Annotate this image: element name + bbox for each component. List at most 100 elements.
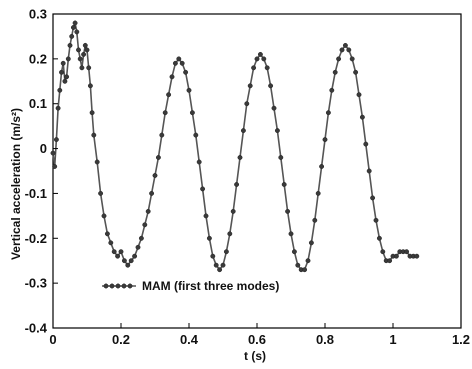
y-axis-title: Vertical acceleration (m/s²) xyxy=(9,108,23,260)
data-point xyxy=(65,56,71,62)
data-point xyxy=(172,60,178,66)
data-point xyxy=(111,249,117,255)
x-tick-label: 0.2 xyxy=(112,332,130,347)
data-point xyxy=(227,231,233,237)
data-point xyxy=(220,262,226,268)
data-point xyxy=(79,65,85,71)
data-point xyxy=(196,159,202,165)
data-point xyxy=(346,47,352,53)
legend-marker xyxy=(109,283,115,289)
data-point xyxy=(308,240,314,246)
data-point xyxy=(210,253,216,259)
data-point xyxy=(274,128,280,134)
data-point xyxy=(342,42,348,48)
data-point xyxy=(254,56,260,62)
data-point xyxy=(217,267,223,273)
plot-area xyxy=(52,13,462,329)
y-tick-label: -0.1 xyxy=(25,186,47,201)
x-axis-title: t (s) xyxy=(244,349,266,363)
data-point xyxy=(237,155,243,160)
legend: MAM (first three modes) xyxy=(102,279,279,293)
data-point xyxy=(176,56,182,62)
data-point xyxy=(149,190,155,196)
data-point xyxy=(67,42,73,48)
data-point xyxy=(359,114,365,120)
data-point xyxy=(152,173,158,178)
data-point xyxy=(193,132,199,138)
data-point xyxy=(179,60,185,66)
data-point xyxy=(332,69,338,75)
x-tick-label: 0.6 xyxy=(248,332,266,347)
data-point xyxy=(50,150,56,156)
data-point xyxy=(278,155,284,160)
data-point xyxy=(288,231,294,237)
data-point xyxy=(118,249,124,255)
data-point xyxy=(91,132,97,138)
data-point xyxy=(380,249,386,255)
data-point xyxy=(81,51,87,57)
data-point xyxy=(200,186,206,192)
data-point xyxy=(295,262,301,268)
data-point xyxy=(70,25,76,30)
data-point xyxy=(312,217,318,223)
data-point xyxy=(363,141,369,147)
y-tick-label: 0 xyxy=(40,141,47,156)
data-point xyxy=(87,83,93,89)
data-point xyxy=(393,253,399,259)
data-point xyxy=(189,110,195,116)
legend-marker xyxy=(103,283,109,289)
data-point xyxy=(76,47,81,53)
x-tick-label: 0.4 xyxy=(180,332,199,347)
data-point xyxy=(257,51,263,57)
data-point xyxy=(98,190,104,196)
data-point xyxy=(84,47,90,53)
data-point xyxy=(353,69,359,75)
legend-marker xyxy=(115,283,121,289)
data-point xyxy=(281,182,287,187)
data-point xyxy=(206,235,212,241)
series-layer xyxy=(50,20,420,273)
data-point xyxy=(121,258,127,264)
data-point xyxy=(74,29,80,35)
data-point xyxy=(108,240,114,246)
data-point xyxy=(142,222,148,228)
data-point xyxy=(128,258,134,264)
data-point xyxy=(322,137,328,143)
data-point xyxy=(339,47,345,53)
legend-label: MAM (first three modes) xyxy=(142,279,279,293)
data-point xyxy=(169,74,175,80)
y-tick-label: 0.1 xyxy=(29,96,47,111)
plot-frame xyxy=(52,13,462,329)
data-point xyxy=(59,69,64,75)
legend-marker xyxy=(121,283,127,289)
axes-layer: 0 0.2 0.4 0.6 0.8 1 1.2 -0.4 -0.3 -0.2 -0.1 0 0.1 0.2… xyxy=(25,7,470,348)
data-point xyxy=(94,159,100,165)
data-point xyxy=(86,65,92,71)
y-tick-label: -0.4 xyxy=(25,321,48,336)
data-point xyxy=(271,105,277,111)
data-point xyxy=(370,195,376,201)
data-point xyxy=(366,168,372,174)
data-point xyxy=(291,249,297,255)
data-point xyxy=(115,253,121,259)
data-point xyxy=(356,92,362,98)
data-point xyxy=(325,110,331,116)
y-tick-label: 0.3 xyxy=(29,7,47,22)
y-tick-label: -0.2 xyxy=(25,231,47,246)
data-point xyxy=(414,253,420,259)
data-point xyxy=(55,105,61,111)
data-point xyxy=(319,164,325,169)
data-point xyxy=(261,56,267,62)
data-point xyxy=(159,132,165,138)
data-point xyxy=(162,110,168,116)
data-point xyxy=(234,182,240,187)
y-tick-label: 0.2 xyxy=(29,51,47,66)
x-tick-label: 0.8 xyxy=(316,332,334,347)
x-tick-label: 1.2 xyxy=(452,332,470,347)
data-point xyxy=(77,56,83,62)
data-point xyxy=(183,69,189,75)
data-point xyxy=(264,65,270,71)
data-point xyxy=(60,60,66,66)
data-point xyxy=(244,101,250,107)
data-point xyxy=(186,87,192,93)
